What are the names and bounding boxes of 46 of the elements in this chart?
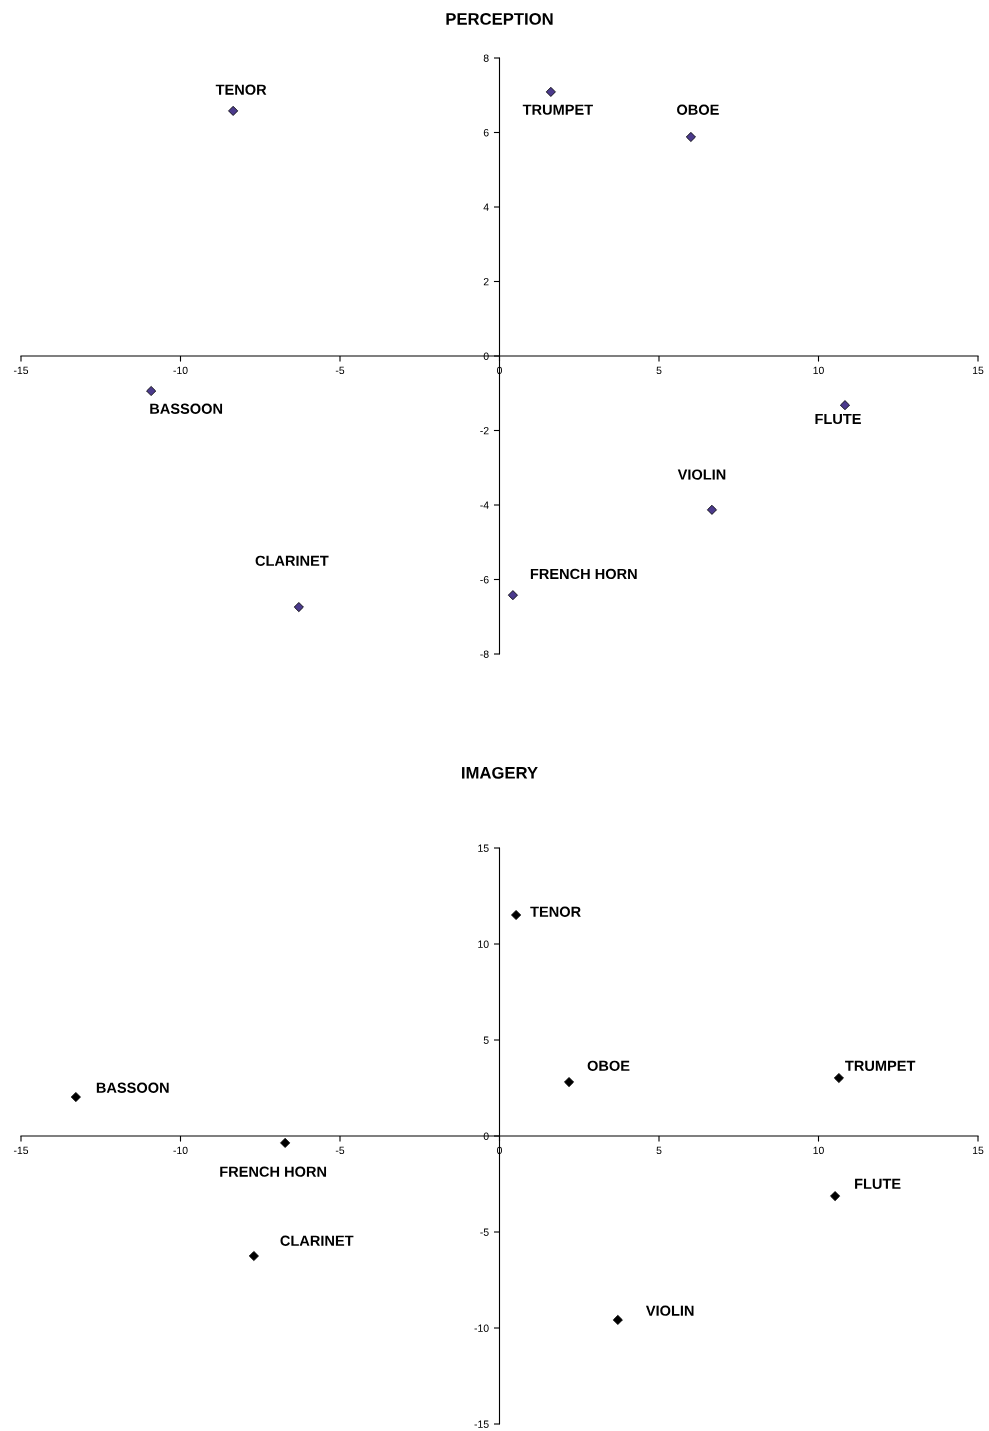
y-tick-label: -4 [480,501,489,509]
y-tick-label: -15 [474,1420,489,1428]
y-tick-label: 10 [478,940,489,948]
y-tick-label: 0 [483,1132,489,1140]
y-tick-label: 2 [483,278,489,286]
x-tick-label: 5 [656,366,662,375]
annotation: CLARINET [255,555,329,566]
x-tick-label: -15 [13,1146,29,1155]
annotation: BASSOON [96,1082,169,1093]
annotation: TRUMPET [845,1060,916,1071]
y-tick-label: 4 [483,203,489,211]
annotation: FLUTE [855,1178,901,1190]
x-tick-label: -10 [173,1146,188,1155]
x-tick-label: -5 [335,366,345,375]
y-tick-label: 15 [478,844,489,852]
annotation: OBOE [587,1060,630,1071]
y-tick-label: 0 [483,352,489,360]
y-tick-label: 5 [483,1036,489,1044]
annotation: OBOE [677,104,719,115]
annotation: TENOR [530,906,581,917]
annotation: VIOLIN [677,469,726,480]
x-tick-label: -5 [335,1146,345,1155]
y-tick-label: 8 [483,54,489,62]
x-tick-label: 10 [813,1146,824,1155]
y-tick-label: 6 [483,129,489,137]
y-tick-label: -5 [480,1228,489,1236]
annotation: BASSOON [150,403,223,414]
x-tick-label: 15 [973,366,984,375]
x-tick-label: -15 [13,366,29,375]
x-tick-label: 5 [656,1146,662,1155]
annotation: FRENCH HORN [530,568,637,580]
annotation: CLARINET [280,1235,354,1246]
annotation: TRUMPET [522,104,593,115]
y-tick-label: -8 [480,650,489,658]
annotation: VIOLIN [645,1305,694,1316]
annotation: FRENCH HORN [220,1166,327,1177]
chart-title: PERCEPTION [446,13,553,25]
annotation: FLUTE [815,413,861,425]
y-tick-label: -2 [480,427,489,435]
y-tick-label: -6 [480,576,489,584]
x-tick-label: 15 [973,1146,984,1155]
annotation: TENOR [215,84,267,95]
y-tick-label: -10 [474,1324,489,1332]
x-tick-label: 10 [813,366,824,375]
x-tick-label: -10 [173,366,188,375]
chart-title: IMAGERY [462,766,538,779]
